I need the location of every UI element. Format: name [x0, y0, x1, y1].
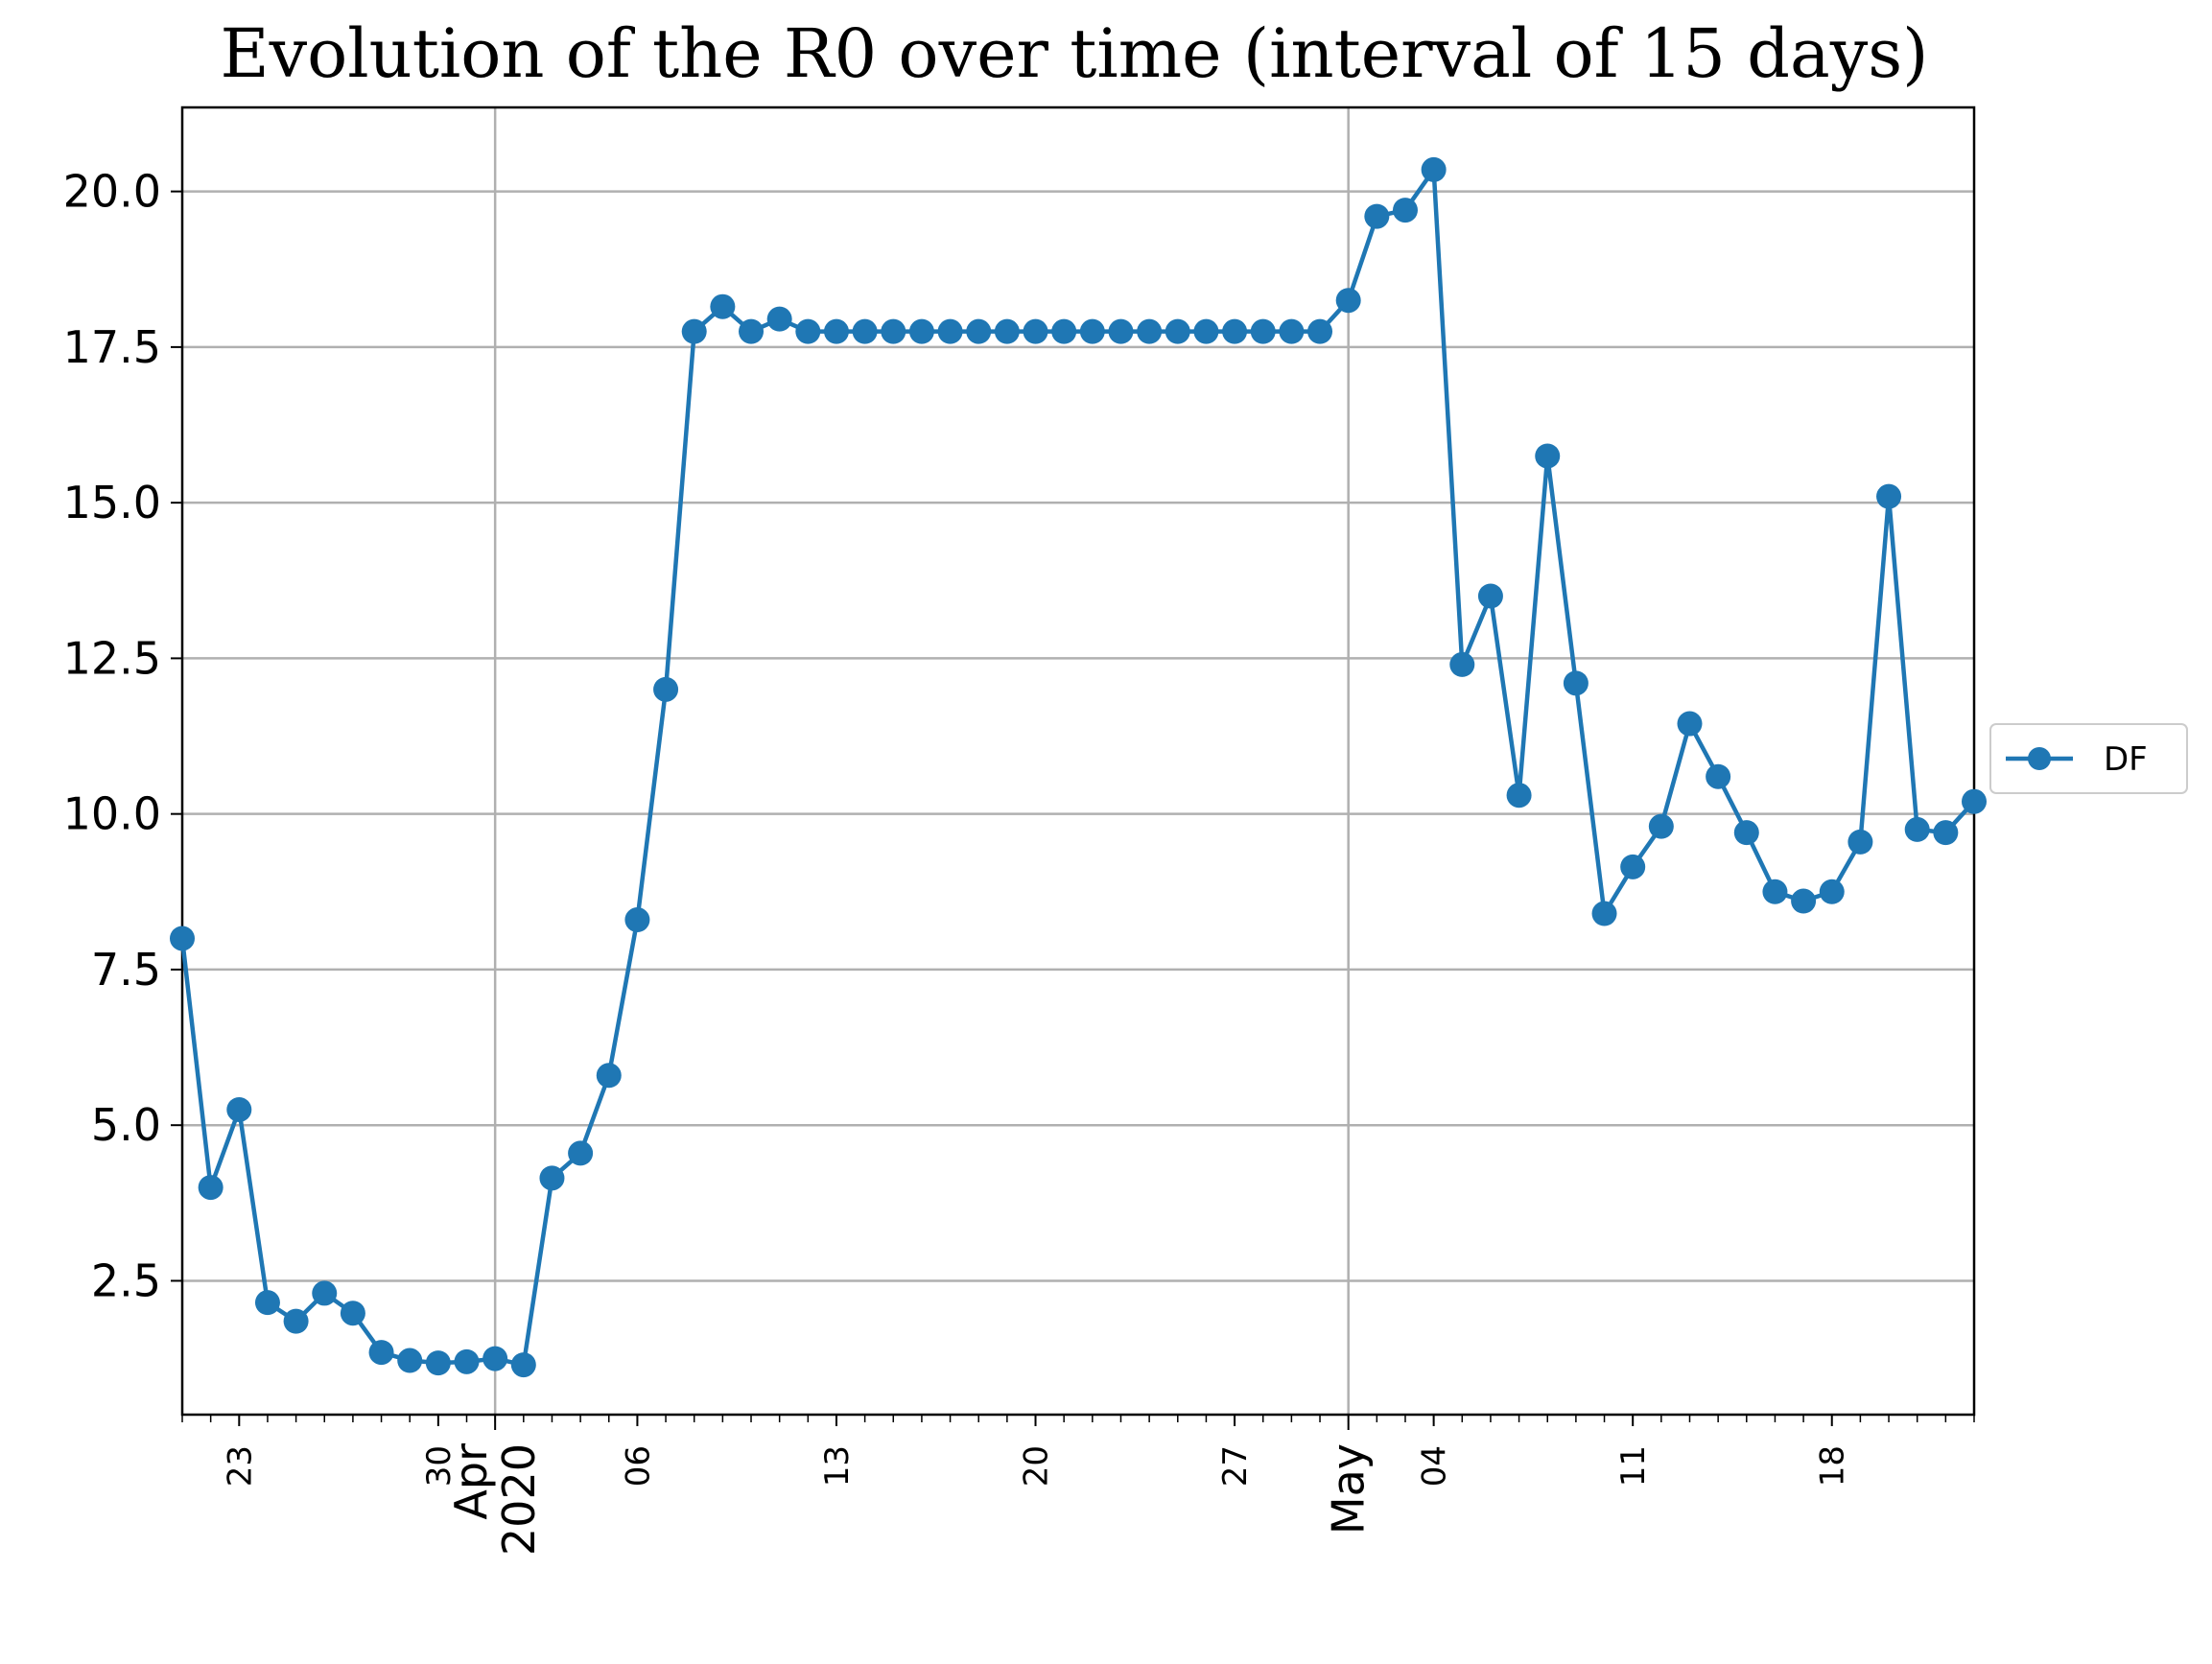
axes — [180, 105, 1976, 1417]
data-point — [966, 318, 992, 344]
data-point — [1819, 879, 1845, 904]
data-point — [1079, 318, 1105, 344]
data-point — [766, 306, 792, 332]
legend: DF — [1989, 723, 2188, 794]
data-point — [681, 318, 707, 344]
data-point — [1535, 443, 1561, 469]
chart-title: Evolution of the R0 over time (interval … — [220, 14, 1928, 93]
y-tick-label: 12.5 — [63, 632, 161, 684]
data-point — [1733, 820, 1759, 846]
data-point — [1250, 318, 1276, 344]
data-point — [254, 1290, 280, 1316]
data-point — [1335, 288, 1361, 314]
data-point — [1591, 901, 1617, 926]
data-point — [908, 318, 934, 344]
data-point — [1620, 854, 1646, 879]
data-point — [539, 1165, 565, 1191]
x-tick-label: 27 — [1216, 1445, 1255, 1487]
data-point — [425, 1350, 451, 1376]
data-point — [1023, 318, 1048, 344]
data-point — [170, 926, 195, 951]
data-point — [283, 1308, 309, 1334]
data-point — [823, 318, 849, 344]
y-tick-label: 17.5 — [63, 321, 161, 373]
data-point — [1762, 879, 1788, 904]
data-point — [1677, 711, 1703, 737]
data-point — [1449, 651, 1475, 677]
data-point — [1506, 783, 1532, 809]
legend-label: DF — [2104, 740, 2148, 779]
data-point — [1165, 318, 1190, 344]
y-tick-label: 10.0 — [63, 788, 161, 840]
data-point — [1222, 318, 1248, 344]
x-tick-label: 13 — [818, 1445, 857, 1487]
series-layer — [170, 156, 1987, 1378]
data-point — [1904, 816, 1930, 842]
x-major-tick-label: 2020 — [493, 1443, 545, 1556]
y-tick-label: 2.5 — [91, 1254, 161, 1306]
data-point — [1791, 888, 1817, 914]
data-point — [1279, 318, 1305, 344]
x-major-tick-label: May — [1323, 1443, 1375, 1535]
legend-box — [1989, 723, 2188, 794]
data-point — [1706, 763, 1731, 789]
data-point — [1193, 318, 1219, 344]
data-point — [1364, 203, 1390, 229]
data-point — [1051, 318, 1077, 344]
grid-lines — [182, 107, 1974, 1415]
data-point — [510, 1352, 536, 1378]
x-tick-label: 30 — [420, 1445, 459, 1487]
data-point — [994, 318, 1020, 344]
data-point — [852, 318, 878, 344]
data-point — [1421, 156, 1447, 182]
data-point — [368, 1340, 394, 1366]
x-tick-label: 06 — [619, 1445, 657, 1487]
data-point — [710, 293, 736, 319]
data-point — [1933, 820, 1959, 846]
data-point — [226, 1096, 252, 1122]
data-point — [1137, 318, 1163, 344]
data-point — [1108, 318, 1134, 344]
data-point — [1392, 198, 1418, 223]
data-point — [1477, 583, 1503, 609]
data-point — [795, 318, 821, 344]
x-tick-label: 04 — [1416, 1445, 1454, 1487]
data-point — [881, 318, 906, 344]
data-point — [312, 1280, 338, 1306]
data-point — [340, 1301, 365, 1326]
x-tick-label: 20 — [1018, 1445, 1056, 1487]
data-point — [624, 907, 650, 933]
y-tick-label: 5.0 — [91, 1099, 161, 1151]
data-point — [653, 676, 679, 702]
data-point — [1563, 670, 1588, 696]
x-major-tick-label: Apr — [445, 1443, 497, 1520]
data-point — [568, 1140, 594, 1166]
x-tick-label: 11 — [1614, 1445, 1653, 1487]
plot-frame — [180, 105, 1976, 1417]
y-tick-label: 7.5 — [91, 944, 161, 996]
data-point — [1648, 813, 1674, 839]
x-tick-label: 23 — [221, 1445, 259, 1487]
y-tick-label: 15.0 — [63, 477, 161, 528]
data-point — [739, 318, 765, 344]
data-point — [596, 1063, 622, 1089]
y-axis-ticks: 2.5 5.0 7.5 10.0 12.5 15.0 17.5 20.0 — [63, 166, 182, 1306]
legend-marker — [2028, 747, 2051, 770]
data-point — [482, 1346, 508, 1371]
data-point — [937, 318, 963, 344]
data-point — [198, 1175, 224, 1201]
data-point — [1962, 788, 1987, 814]
data-point — [1847, 829, 1873, 855]
data-point — [454, 1348, 480, 1374]
data-point — [1307, 318, 1333, 344]
x-tick-label: 18 — [1814, 1445, 1852, 1487]
data-point — [1876, 483, 1902, 509]
series-line-df — [179, 167, 1976, 1368]
y-tick-label: 20.0 — [63, 166, 161, 218]
data-point — [397, 1348, 423, 1373]
